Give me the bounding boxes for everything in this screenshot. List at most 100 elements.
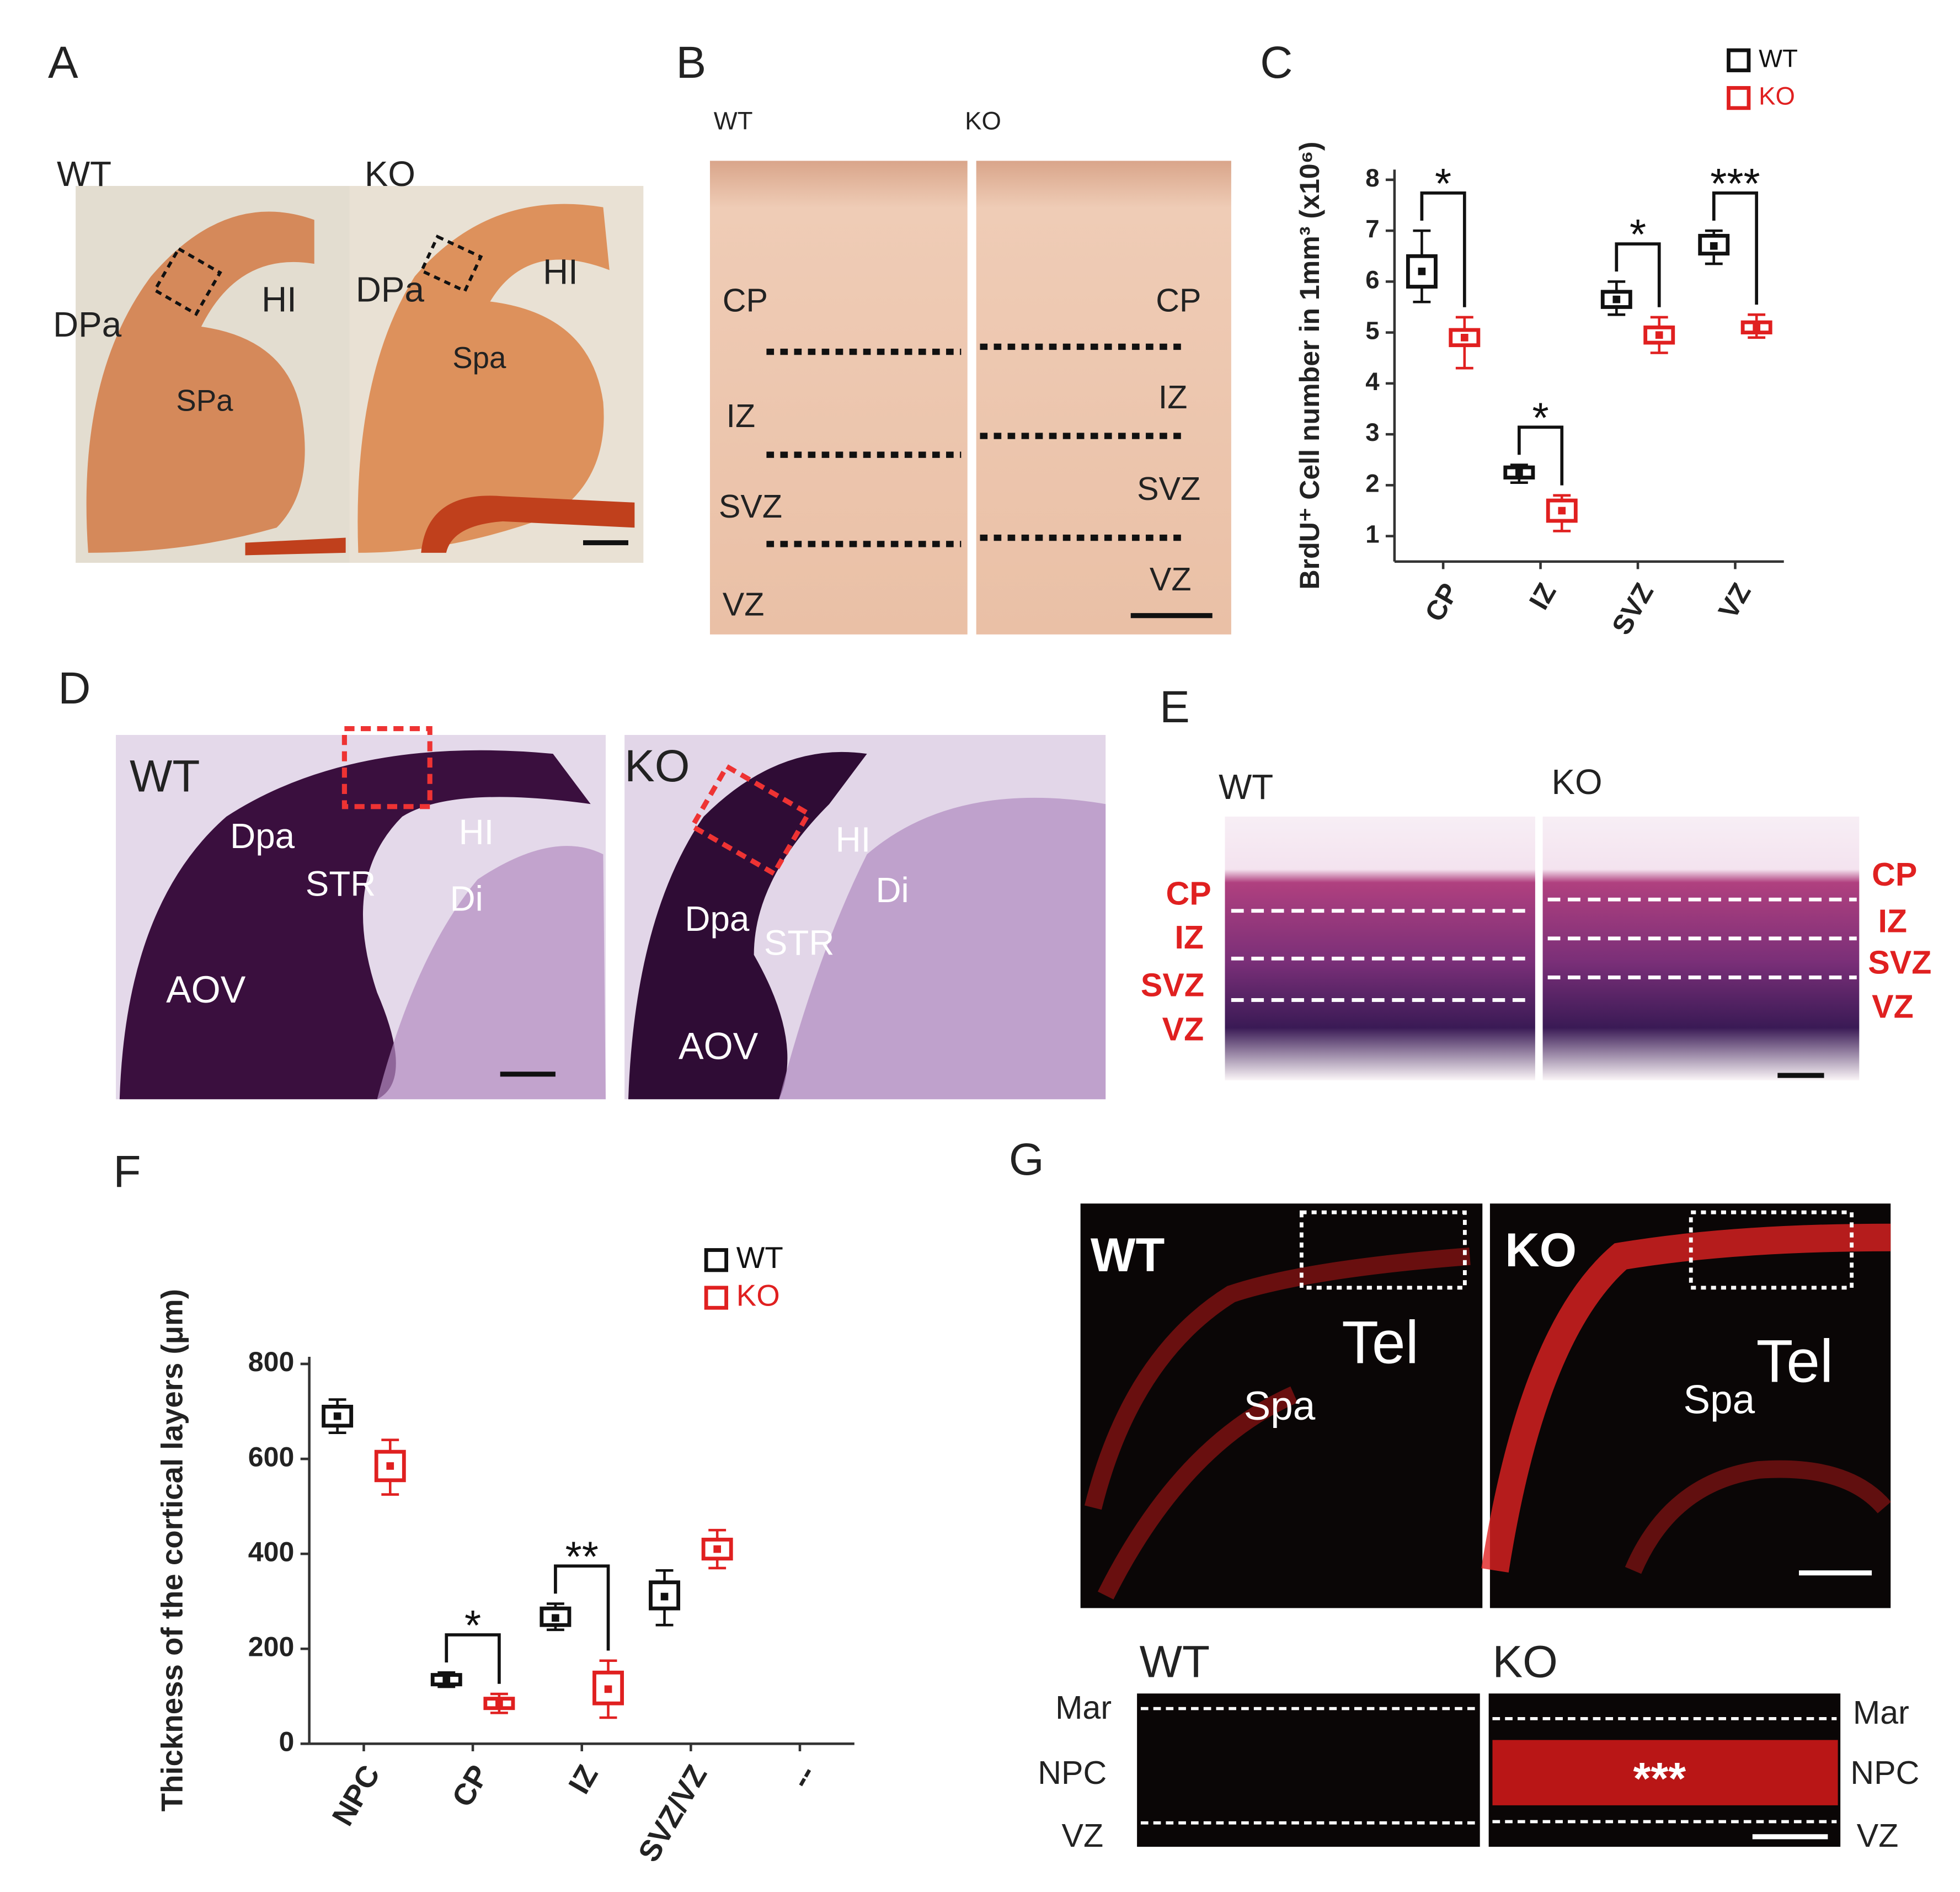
panel-letter: F	[113, 1147, 141, 1197]
legend-swatch	[704, 1248, 728, 1272]
layer-lines	[766, 343, 1181, 547]
label: CP	[1872, 856, 1917, 893]
y-tick-label: 400	[248, 1536, 295, 1567]
label: Mar	[1055, 1689, 1112, 1726]
mean-marker	[1612, 295, 1621, 303]
significance-bracket	[1518, 425, 1564, 486]
legend-swatch	[704, 1286, 728, 1310]
roi-box	[419, 234, 483, 294]
tissue	[245, 537, 346, 556]
panel-letter: C	[1260, 38, 1293, 88]
panel-letter: A	[48, 38, 78, 88]
y-axis-title: Thickness of the cortical layers (μm)	[156, 1289, 189, 1811]
label: KO	[1551, 762, 1602, 802]
x-tick-label: SVZ/VZ	[632, 1760, 713, 1868]
signal	[1481, 1223, 1891, 1573]
label: Mar	[1853, 1694, 1909, 1731]
label: Tel	[1342, 1309, 1419, 1376]
significance-label: *	[1532, 394, 1549, 441]
mean-marker	[1460, 334, 1468, 342]
legend-label: WT	[1759, 44, 1798, 72]
panel-a: A WT KO DPa HI SPa DPa HI Spa	[48, 38, 644, 563]
label: WT	[1140, 1637, 1210, 1687]
label: SVZ	[1137, 470, 1200, 507]
label: SVZ	[719, 488, 782, 525]
signal	[1492, 1740, 1838, 1805]
y-tick-label: 5	[1365, 317, 1379, 345]
y-tick-label: 8	[1365, 164, 1379, 192]
y-axis-title: BrdU⁺ Cell number in 1mm³ (x10⁶)	[1294, 142, 1325, 590]
label: CP	[1156, 282, 1201, 319]
label: Tel	[1756, 1328, 1834, 1395]
roi-box	[1689, 1210, 1854, 1290]
mean-marker	[1515, 468, 1523, 477]
x-tick-label: CP	[445, 1760, 495, 1813]
tissue	[86, 211, 314, 553]
label: AOV	[679, 1025, 759, 1067]
y-tick-label: 600	[248, 1441, 295, 1472]
x-tick-label: NPC	[325, 1760, 386, 1831]
panel-letter: B	[676, 38, 706, 88]
label: IZ	[727, 397, 756, 434]
label: WT	[57, 154, 111, 194]
significance-label: *	[1630, 211, 1646, 258]
label: VZ	[723, 586, 765, 623]
legend-label: KO	[736, 1278, 780, 1312]
label: KO	[1505, 1224, 1577, 1277]
tissue	[119, 750, 591, 1100]
tissue	[377, 846, 606, 1100]
image-wt	[1225, 816, 1535, 1081]
y-tick-label: 4	[1365, 367, 1380, 396]
label: HI	[836, 820, 871, 860]
significance-label: *	[464, 1602, 481, 1649]
y-tick-label: 6	[1365, 265, 1379, 294]
label: NPC	[1038, 1754, 1107, 1791]
label: VZ	[1061, 1817, 1103, 1854]
mean-marker	[495, 1699, 503, 1708]
label: Spa	[1684, 1378, 1755, 1422]
label: SVZ	[1141, 967, 1204, 1004]
label: VZ	[1872, 988, 1914, 1025]
label: Di	[450, 879, 483, 919]
significance-bracket	[445, 1633, 501, 1684]
mean-marker	[552, 1614, 559, 1622]
box	[322, 1404, 354, 1428]
tissue	[357, 204, 610, 553]
mean-marker	[386, 1462, 394, 1470]
label: WT	[130, 751, 200, 801]
label: KO	[624, 741, 690, 791]
label: IZ	[1158, 379, 1188, 415]
box	[1698, 233, 1730, 256]
label: DPa	[356, 269, 425, 309]
label: SVZ	[1868, 944, 1931, 981]
label: WT	[714, 107, 753, 135]
label: IZ	[1878, 902, 1907, 939]
mean-marker	[1558, 507, 1566, 515]
label: Dpa	[230, 816, 295, 856]
y-tick-label: 200	[248, 1631, 295, 1662]
panel-g: G WT Tel Spa KO Spa Tel WT KO Mar NPC VZ…	[1009, 1134, 1919, 1854]
label: HI	[261, 280, 297, 319]
significance-bracket	[1420, 191, 1466, 307]
label: KO	[365, 154, 415, 194]
mean-marker	[1753, 323, 1761, 332]
label: WT	[1091, 1229, 1165, 1282]
label: IZ	[1174, 919, 1204, 956]
label: VZ	[1162, 1010, 1204, 1047]
y-tick-label: 7	[1365, 215, 1379, 243]
mean-marker	[442, 1676, 451, 1683]
x-tick-label: SVZ	[1606, 578, 1659, 639]
x-tick-label: --	[783, 1760, 823, 1794]
box	[701, 1537, 733, 1561]
layer-lines	[1140, 1707, 1837, 1825]
y-tick-label: 0	[279, 1726, 294, 1757]
mean-marker	[1418, 268, 1426, 275]
label: NPC	[1850, 1754, 1919, 1791]
label: Spa	[1244, 1384, 1316, 1429]
mean-marker	[1655, 331, 1663, 339]
label: CP	[1166, 875, 1211, 912]
mean-marker	[333, 1412, 341, 1420]
tissue	[421, 495, 635, 553]
